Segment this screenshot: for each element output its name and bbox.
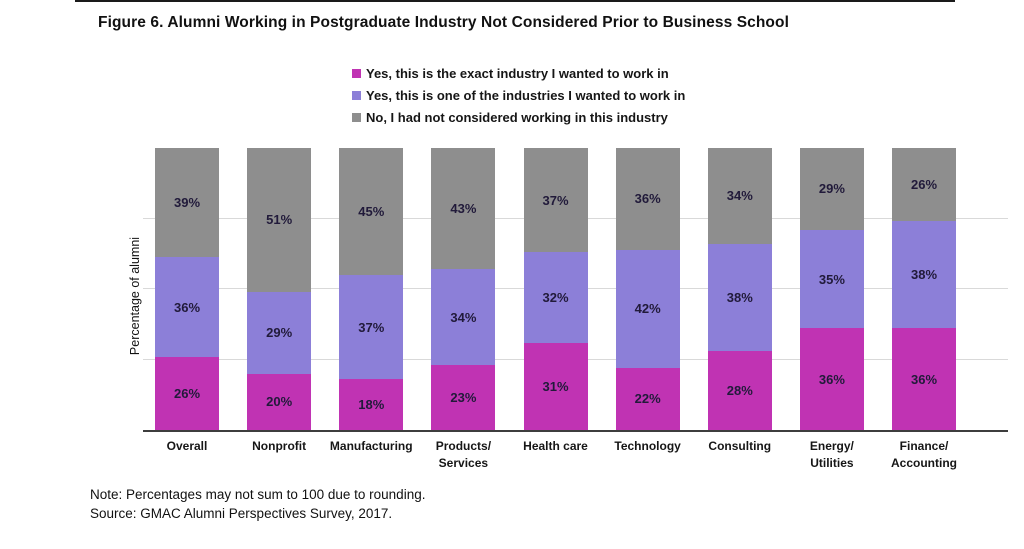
bar-segment-series-2: 42% (615, 249, 680, 368)
bar-segment-series-1: 18% (339, 379, 404, 430)
bar-value-label: 29% (266, 325, 293, 341)
bar-value-label: 36% (910, 371, 938, 387)
bar-value-label: 42% (634, 301, 661, 317)
bar-health-care: 31% 32% 37% (523, 148, 588, 430)
bar-segment-series-2: 38% (892, 221, 956, 329)
category-label: Manufacturing (329, 439, 413, 453)
legend-item-one-of-industries: Yes, this is one of the industries I wan… (352, 84, 685, 106)
bar-value-label: 22% (634, 391, 661, 407)
bar-finance: 36% 38% 26% (892, 148, 956, 430)
category-label: Energy/ Utilities (809, 439, 854, 471)
source-text: Source: GMAC Alumni Perspectives Survey,… (90, 506, 393, 521)
bar-value-label: 23% (450, 390, 477, 406)
legend-label: No, I had not considered working in this… (366, 109, 668, 125)
figure-title: Figure 6. Alumni Working in Postgraduate… (98, 14, 789, 31)
legend-label: Yes, this is one of the industries I wan… (366, 87, 686, 103)
y-axis-label: Percentage of alumni (128, 236, 142, 356)
category-label: Nonprofit (252, 439, 307, 453)
bar-value-label: 37% (542, 192, 569, 208)
bar-segment-series-1: 28% (707, 351, 772, 430)
bar-segment-series-3: 39% (155, 148, 219, 257)
bar-segment-series-3: 34% (707, 148, 772, 244)
bar-segment-series-3: 45% (339, 147, 404, 275)
bar-value-label: 36% (634, 191, 661, 207)
bar-value-label: 45% (358, 203, 385, 219)
bar-segment-series-3: 37% (523, 148, 588, 253)
bar-consulting: 28% 38% 34% (707, 148, 772, 430)
bar-nonprofit: 20% 29% 51% (247, 148, 312, 430)
bar-value-label: 35% (818, 271, 845, 287)
legend-swatch-gray-icon (352, 112, 361, 122)
x-axis-line (143, 430, 1008, 432)
legend-item-exact-industry: Yes, this is the exact industry I wanted… (352, 62, 685, 84)
bar-value-label: 38% (726, 289, 753, 305)
chart-plot-area: 26% 36% 39% 20% 29% 51% 18% 37% 45% 23% 34% 43% 31% 3… (143, 147, 1008, 430)
legend-swatch-magenta-icon (352, 68, 361, 78)
bar-value-label: 26% (910, 177, 938, 193)
bar-segment-series-1: 31% (523, 342, 588, 430)
bars-layer: 26% 36% 39% 20% 29% 51% 18% 37% 45% 23% 34% 43% 31% 3… (143, 147, 1008, 430)
bar-value-label: 26% (173, 386, 201, 402)
bar-value-label: 38% (910, 267, 938, 283)
bar-segment-series-3: 51% (247, 148, 312, 292)
bar-products: 23% 34% 43% (431, 148, 496, 430)
bar-segment-series-3: 36% (615, 148, 680, 250)
bar-segment-series-2: 29% (247, 291, 312, 374)
bar-value-label: 51% (266, 212, 293, 228)
bar-overall: 26% 36% 39% (155, 148, 219, 430)
bar-segment-series-3: 29% (799, 148, 864, 230)
top-border-rule (75, 0, 955, 2)
bar-segment-series-2: 32% (523, 252, 588, 343)
bar-segment-series-3: 43% (431, 148, 496, 270)
legend-label: Yes, this is the exact industry I wanted… (366, 65, 669, 81)
bar-value-label: 34% (726, 188, 753, 204)
bar-segment-series-1: 20% (247, 373, 312, 430)
legend: Yes, this is the exact industry I wanted… (352, 62, 685, 128)
bar-energy: 36% 35% 29% (799, 148, 864, 430)
bar-segment-series-2: 38% (707, 243, 772, 352)
category-label: Health care (523, 439, 588, 453)
bar-value-label: 28% (726, 383, 753, 399)
category-label: Overall (166, 439, 208, 453)
legend-item-not-considered: No, I had not considered working in this… (352, 106, 685, 128)
category-axis: Overall Nonprofit Manufacturing Products/ S… (143, 438, 1008, 482)
category-label: Products/ Services (435, 439, 492, 471)
bar-segment-series-1: 23% (431, 365, 496, 430)
bar-segment-series-1: 36% (892, 328, 956, 430)
bar-value-label: 43% (450, 201, 477, 217)
bar-segment-series-2: 36% (155, 256, 219, 358)
bar-value-label: 37% (358, 319, 385, 335)
bar-value-label: 36% (818, 371, 845, 387)
bar-value-label: 32% (542, 289, 569, 305)
bar-manufacturing: 18% 37% 45% (339, 147, 404, 430)
legend-swatch-purple-icon (352, 90, 361, 100)
bar-value-label: 39% (173, 194, 201, 210)
category-label: Consulting (708, 439, 772, 453)
bar-segment-series-1: 26% (155, 357, 219, 430)
bar-segment-series-3: 26% (892, 148, 956, 222)
bar-value-label: 18% (358, 397, 385, 413)
bar-value-label: 29% (818, 181, 845, 197)
bar-segment-series-2: 35% (799, 229, 864, 329)
bar-segment-series-1: 22% (615, 367, 680, 430)
bar-technology: 22% 42% 36% (615, 148, 680, 430)
bar-value-label: 36% (173, 299, 201, 315)
bar-value-label: 20% (266, 394, 293, 410)
bar-segment-series-2: 37% (339, 274, 404, 380)
bar-value-label: 31% (542, 378, 569, 394)
category-label: Technology (614, 439, 681, 453)
bar-segment-series-1: 36% (799, 328, 864, 430)
bar-value-label: 34% (450, 309, 477, 325)
bar-segment-series-2: 34% (431, 269, 496, 366)
note-text: Note: Percentages may not sum to 100 due… (90, 487, 426, 502)
category-label: Finance/ Accounting (891, 439, 957, 471)
